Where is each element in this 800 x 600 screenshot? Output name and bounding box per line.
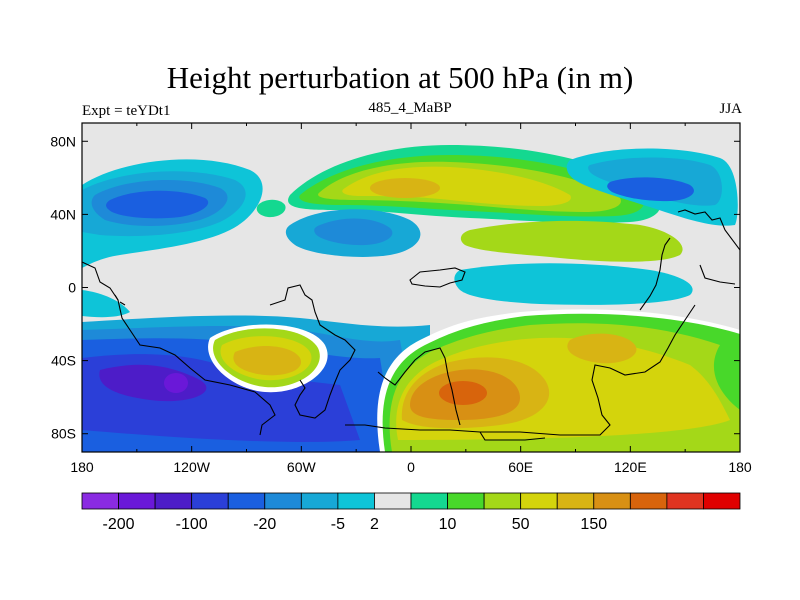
colorbar-swatch xyxy=(154,492,193,510)
n-atlantic-trough-core xyxy=(314,218,393,246)
season-label: JJA xyxy=(719,101,742,117)
colorbar-swatch xyxy=(227,492,266,510)
n-small-ridge xyxy=(256,199,286,218)
coastline-s-america xyxy=(269,284,356,419)
y-tick-label: 80N xyxy=(50,133,76,149)
colorbar-swatch xyxy=(374,492,412,510)
colorbar-swatch xyxy=(520,492,558,510)
n-eurasia-band xyxy=(460,220,683,262)
n-asia-low-core xyxy=(607,177,694,202)
run-label: 485_4_MaBP xyxy=(368,100,452,116)
colorbar-swatch xyxy=(629,492,668,510)
x-tick-label: 0 xyxy=(407,459,415,475)
coastline-africa xyxy=(377,347,461,426)
colorbar-swatch xyxy=(593,492,631,510)
colorbar-swatch xyxy=(703,492,741,510)
x-axis: 180 120W 60W 0 60E 120E 180 xyxy=(70,123,752,475)
n-pacific-low-core xyxy=(106,190,209,219)
colorbar-label: 150 xyxy=(580,516,607,533)
experiment-label: Expt = teYDt1 xyxy=(82,103,171,119)
colorbar-swatch xyxy=(556,492,595,510)
y-tick-label: 80S xyxy=(51,426,76,442)
coastline-antarctica xyxy=(345,304,696,436)
coastline-sahara xyxy=(409,267,466,288)
colorbar-label: 50 xyxy=(512,516,530,533)
colorbar-swatch xyxy=(300,492,339,510)
colorbar-swatch xyxy=(666,492,704,510)
s-pacific-high-core xyxy=(233,346,302,376)
colorbar-label: 10 xyxy=(439,516,457,533)
x-tick-label: 60W xyxy=(287,459,317,475)
colorbar-label: 2 xyxy=(370,516,379,533)
colorbar-swatch xyxy=(191,492,229,510)
colorbar-label: -100 xyxy=(176,516,208,533)
chart-title: Height perturbation at 500 hPa (in m) xyxy=(166,60,634,95)
coastline-east-asia-2 xyxy=(699,264,736,285)
coastline-australia xyxy=(639,237,671,311)
y-tick-label: 40N xyxy=(50,206,76,222)
coastline-antarctica-east xyxy=(479,431,546,441)
y-tick-label: 0 xyxy=(68,280,76,296)
colorbar-swatch xyxy=(447,492,485,510)
colorbar-label: -5 xyxy=(331,516,345,533)
colorbar-swatch xyxy=(118,492,156,510)
colorbar-label: -200 xyxy=(103,516,135,533)
w-pacific-band xyxy=(82,290,130,318)
x-tick-label: 180 xyxy=(728,459,752,475)
y-axis: 80N 40N 0 40S 80S xyxy=(50,133,740,442)
coastlines xyxy=(82,209,740,441)
s-indian-high-core xyxy=(567,333,637,364)
n-atlantic-ridge-core xyxy=(370,178,440,198)
colorbar-swatch xyxy=(410,492,448,510)
x-tick-label: 180 xyxy=(70,459,94,475)
colorbar-swatch xyxy=(81,492,119,510)
y-tick-label: 40S xyxy=(51,353,76,369)
contour-map xyxy=(82,123,740,452)
tropic-band xyxy=(454,263,693,305)
colorbar-swatch xyxy=(483,492,522,510)
colorbar-swatch xyxy=(264,492,302,510)
colorbar-label: -20 xyxy=(253,516,276,533)
coastline-pacific-islands xyxy=(114,294,126,306)
s-pacific-deepest xyxy=(164,373,188,393)
x-tick-label: 60E xyxy=(508,459,533,475)
x-tick-label: 120W xyxy=(173,459,210,475)
colorbar-swatch xyxy=(337,492,375,510)
x-tick-label: 120E xyxy=(614,459,647,475)
coastline-east-asia xyxy=(677,209,740,251)
colorbar: -200 -100 -20 -5 2 10 50 150 xyxy=(81,492,741,533)
s-atlantic-high-peak xyxy=(439,381,487,405)
coastline-n-america xyxy=(82,261,276,436)
